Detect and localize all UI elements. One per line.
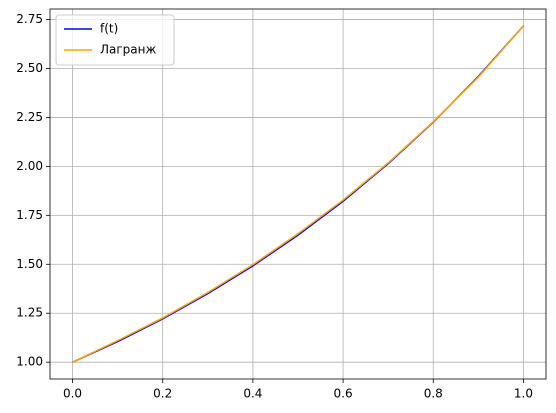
y-tick-label: 2.00	[16, 159, 43, 173]
plot-frame	[49, 8, 547, 380]
y-tick-label: 2.75	[16, 12, 43, 26]
x-tick-label: 0.4	[243, 387, 262, 401]
x-tick-label: 0.8	[424, 387, 443, 401]
legend-box	[55, 14, 175, 66]
x-tick-label: 1.0	[514, 387, 533, 401]
y-tick-label: 2.25	[16, 110, 43, 124]
x-tick-label: 0.2	[153, 387, 172, 401]
y-tick-label: 1.50	[16, 257, 43, 271]
y-tick-label: 2.50	[16, 61, 43, 75]
y-tick-label: 1.00	[16, 355, 43, 369]
series-line	[72, 25, 525, 363]
y-tick-label: 1.75	[16, 208, 43, 222]
series-line	[72, 25, 525, 363]
y-tick-label: 1.25	[16, 306, 43, 320]
legend-label: f(t)	[100, 22, 118, 36]
legend-label: Лагранж	[100, 43, 156, 57]
x-tick-label: 0.6	[334, 387, 353, 401]
x-tick-label: 0.0	[63, 387, 82, 401]
